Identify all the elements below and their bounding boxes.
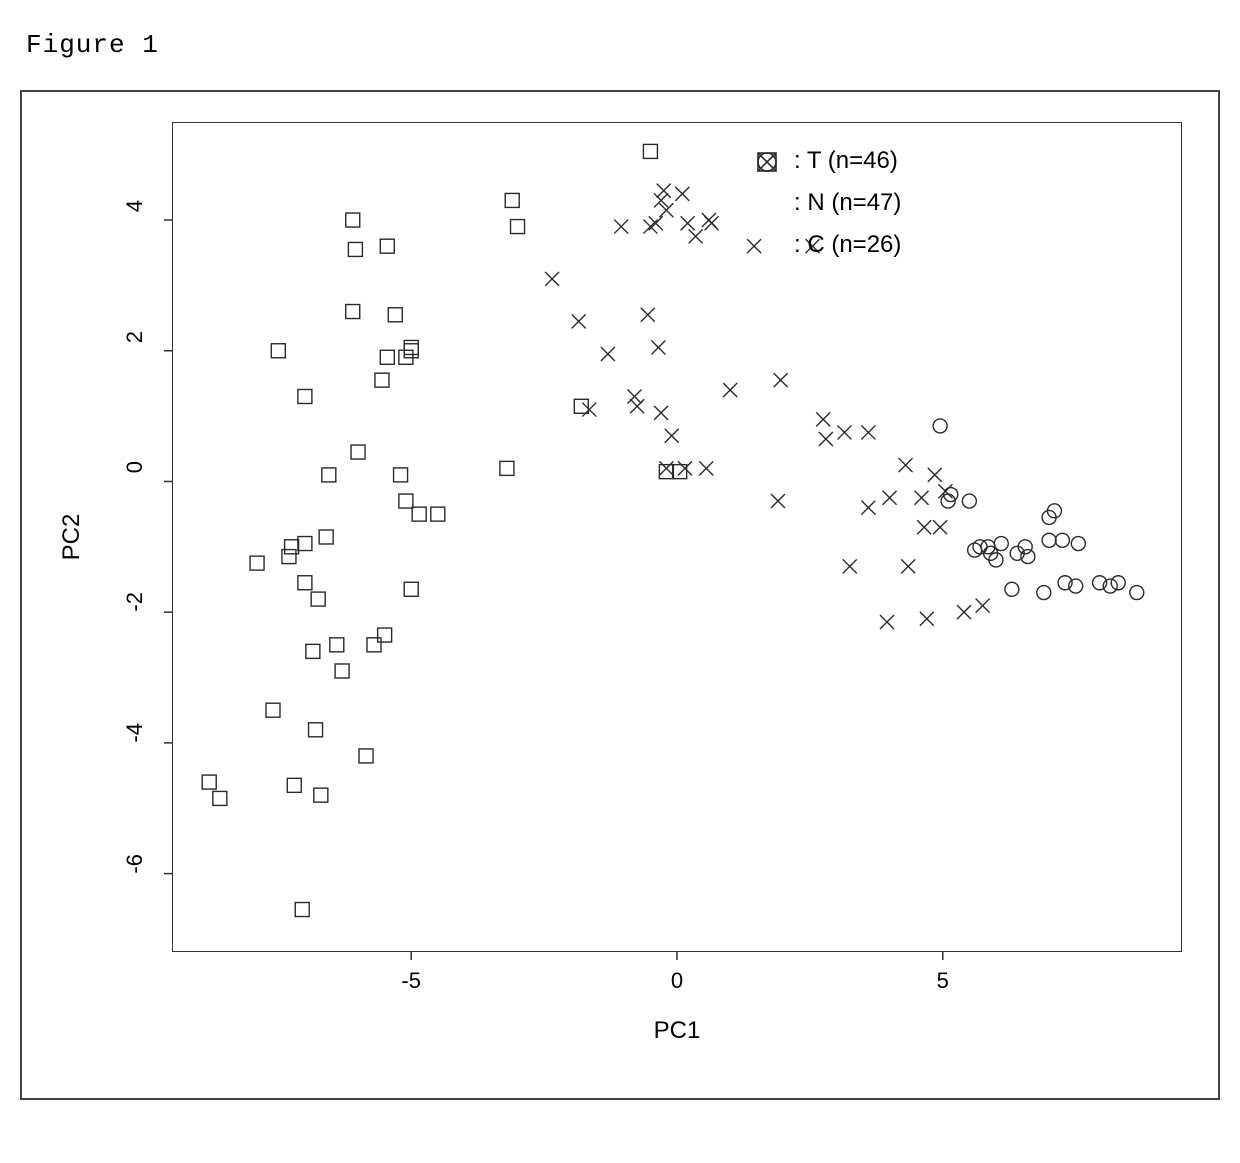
legend-label: : T (n=46) bbox=[794, 147, 898, 175]
figure-title: Figure 1 bbox=[26, 30, 1220, 60]
legend-item: : N (n=47) bbox=[752, 189, 901, 217]
legend-item: : C (n=26) bbox=[752, 231, 901, 259]
legend-label: : C (n=26) bbox=[794, 231, 901, 259]
chart-outer-frame: -6-4-2024 -505 PC2 PC1 : T (n=46): N (n=… bbox=[20, 90, 1220, 1100]
legend: : T (n=46) : N (n=47) : C (n=26) bbox=[752, 147, 901, 273]
legend-label: : N (n=47) bbox=[794, 189, 901, 217]
scatter-points bbox=[22, 92, 1222, 1102]
